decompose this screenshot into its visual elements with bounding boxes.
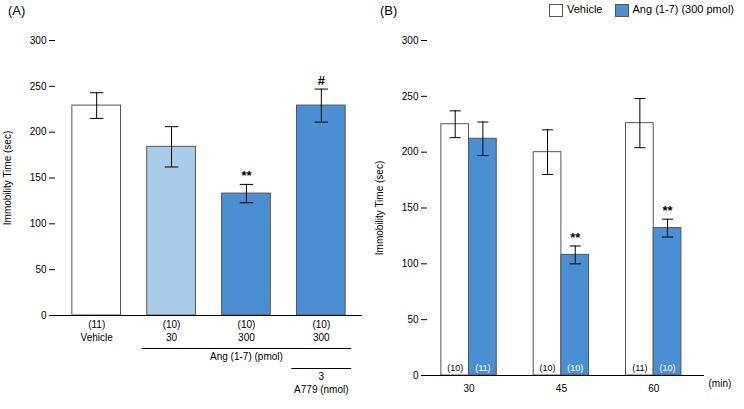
svg-text:(10): (10) <box>312 319 330 330</box>
svg-text:Ang (1-7) (pmol): Ang (1-7) (pmol) <box>210 351 283 362</box>
svg-text:300: 300 <box>313 332 330 343</box>
svg-text:**: ** <box>663 203 674 218</box>
svg-text:**: ** <box>241 168 252 183</box>
html-text:Ang (1-7) (300 pmol): Ang (1-7) (300 pmol) <box>632 3 734 16</box>
svg-text:#: # <box>318 73 326 88</box>
svg-text:30: 30 <box>463 383 475 394</box>
svg-text:0: 0 <box>41 310 47 321</box>
svg-text:(10): (10) <box>660 363 676 373</box>
svg-text:30: 30 <box>166 332 178 343</box>
svg-text:150: 150 <box>402 202 419 213</box>
svg-text:300: 300 <box>402 35 419 46</box>
svg-text:(11): (11) <box>632 363 647 373</box>
svg-text:(11): (11) <box>475 363 490 373</box>
svg-text:(10): (10) <box>540 363 556 373</box>
svg-text:(min): (min) <box>709 378 732 389</box>
svg-text:250: 250 <box>402 91 419 102</box>
svg-text:60: 60 <box>648 383 660 394</box>
svg-text:(10): (10) <box>238 319 256 330</box>
svg-text:200: 200 <box>30 126 47 137</box>
svg-text:50: 50 <box>35 264 47 275</box>
html-text:Vehicle: Vehicle <box>567 3 603 16</box>
svg-text:300: 300 <box>30 35 47 46</box>
svg-text:200: 200 <box>402 146 419 157</box>
svg-text:**: ** <box>570 230 581 245</box>
svg-text:3: 3 <box>319 371 325 382</box>
svg-text:(10): (10) <box>163 319 181 330</box>
svg-text:45: 45 <box>556 383 568 394</box>
svg-text:300: 300 <box>238 332 255 343</box>
svg-text:100: 100 <box>30 218 47 229</box>
svg-text:(10): (10) <box>567 363 583 373</box>
svg-text:(11): (11) <box>88 319 105 330</box>
svg-text:50: 50 <box>407 314 419 325</box>
svg-text:0: 0 <box>413 370 419 381</box>
svg-text:Vehicle: Vehicle <box>81 332 114 343</box>
svg-text:Immobility Time (sec): Immobility Time (sec) <box>374 161 385 255</box>
svg-text:150: 150 <box>30 172 47 183</box>
svg-text:(10): (10) <box>447 363 463 373</box>
svg-text:250: 250 <box>30 81 47 92</box>
html-text:(A): (A) <box>8 2 26 18</box>
svg-text:A779 (nmol): A779 (nmol) <box>294 384 348 395</box>
svg-text:100: 100 <box>402 258 419 269</box>
svg-text:Immobility Time (sec): Immobility Time (sec) <box>2 131 13 225</box>
html-text:(B): (B) <box>380 2 398 18</box>
